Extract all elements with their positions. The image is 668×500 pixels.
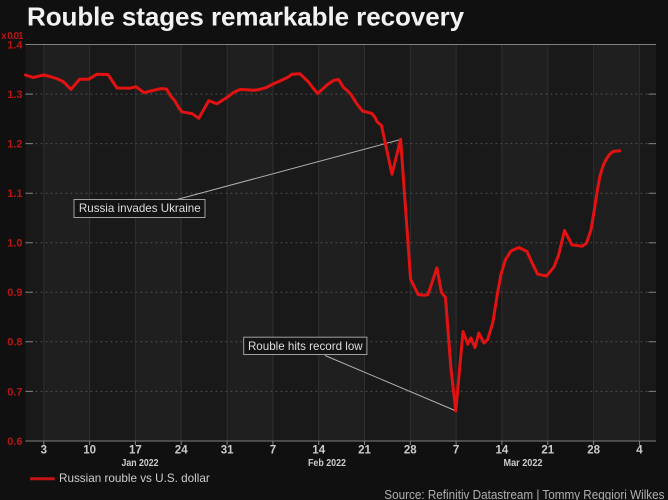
svg-text:0.9: 0.9 <box>7 287 22 299</box>
svg-text:1.3: 1.3 <box>7 89 22 101</box>
svg-text:1.2: 1.2 <box>7 139 22 151</box>
svg-text:0.8: 0.8 <box>7 337 22 349</box>
svg-text:10: 10 <box>83 444 96 456</box>
svg-text:Russia invades Ukraine: Russia invades Ukraine <box>79 202 201 215</box>
svg-text:7: 7 <box>270 444 276 456</box>
svg-text:1.1: 1.1 <box>7 188 22 200</box>
svg-text:7: 7 <box>453 444 459 456</box>
svg-text:14: 14 <box>312 444 325 456</box>
svg-text:31: 31 <box>221 444 234 456</box>
svg-text:28: 28 <box>587 444 600 456</box>
svg-text:x 0.01: x 0.01 <box>1 31 24 42</box>
svg-text:Feb 2022: Feb 2022 <box>308 458 346 469</box>
svg-text:Mar 2022: Mar 2022 <box>504 458 543 469</box>
svg-text:21: 21 <box>541 444 554 456</box>
svg-text:Rouble stages remarkable recov: Rouble stages remarkable recovery <box>27 1 465 31</box>
svg-text:Source: Refinitiv Datastream |: Source: Refinitiv Datastream | Tommy Reg… <box>384 487 664 500</box>
svg-text:Russian rouble vs U.S. dollar: Russian rouble vs U.S. dollar <box>59 472 210 485</box>
svg-text:14: 14 <box>496 444 509 456</box>
svg-text:0.7: 0.7 <box>7 386 22 398</box>
svg-text:Rouble hits record low: Rouble hits record low <box>248 340 363 353</box>
svg-text:21: 21 <box>358 444 371 456</box>
svg-text:1.0: 1.0 <box>7 238 22 250</box>
svg-text:4: 4 <box>636 444 643 456</box>
svg-text:28: 28 <box>404 444 417 456</box>
svg-text:1.4: 1.4 <box>7 39 23 51</box>
svg-text:17: 17 <box>129 444 142 456</box>
svg-text:24: 24 <box>175 444 188 456</box>
svg-text:0.6: 0.6 <box>7 436 22 448</box>
svg-text:Jan 2022: Jan 2022 <box>122 458 159 469</box>
svg-text:3: 3 <box>41 444 47 456</box>
